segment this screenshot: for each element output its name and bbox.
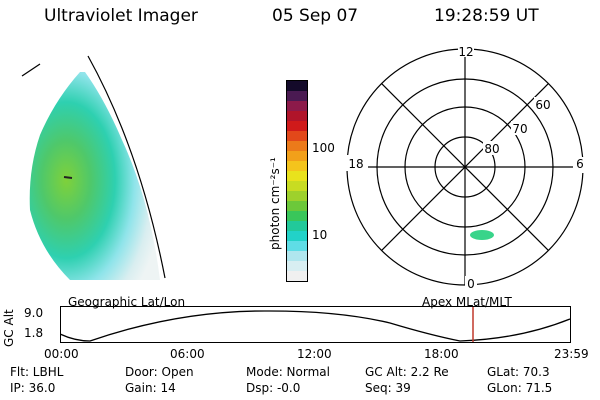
colorbar-segment [287,221,307,231]
glon-info: GLon: 71.5 [487,381,553,395]
polar-mlt-plot: 12 18 6 0 60 70 80 [344,45,587,291]
gc-alt-info: GC Alt: 2.2 Re [365,365,449,379]
orbit-altitude-curve [60,310,571,342]
orbit-xtick-1800: 18:00 [424,347,459,361]
center-mark [63,176,73,179]
orbit-xtick-2359: 23:59 [554,347,589,361]
colorbar-segment [287,231,307,241]
lat-label-80: 80 [484,142,499,156]
lat-label-70: 70 [512,122,527,136]
imager-title: Ultraviolet Imager [44,6,198,26]
ip-info: IP: 36.0 [10,381,56,395]
diag-line-2 [381,83,549,251]
gain-info: Gain: 14 [125,381,176,395]
orbit-xtick-0000: 00:00 [44,347,79,361]
colorbar-segment [287,101,307,111]
colorbar-unit-label: photon cm⁻²s⁻¹ [268,157,282,250]
mode-info: Mode: Normal [246,365,330,379]
colorbar [286,80,308,282]
orbit-altitude-plot [60,306,571,343]
colorbar-segment [287,241,307,251]
colorbar-segment [287,271,307,281]
colorbar-segment [287,91,307,101]
colorbar-segment [287,211,307,221]
flt-info: Flt: LBHL [10,365,64,379]
orbit-xtick-1200: 12:00 [297,347,332,361]
aurora-emission-blob [470,230,494,240]
orbit-right-label: Apex MLat/MLT [422,295,512,309]
orbit-ytick-max: 9.0 [24,306,44,320]
date-label: 05 Sep 07 [272,6,359,26]
auroral-disk [29,72,160,280]
colorbar-tick-100: 100 [312,141,335,155]
colorbar-segment [287,261,307,271]
mlt-label-18: 18 [348,157,363,171]
glat-info: GLat: 70.3 [487,365,550,379]
seq-info: Seq: 39 [365,381,411,395]
colorbar-segment [287,81,307,91]
colorbar-segment [287,161,307,171]
earth-limb-line [87,55,166,279]
orbit-plot-frame [60,306,571,343]
door-info: Door: Open [125,365,194,379]
colorbar-segment [287,251,307,261]
colorbar-segment [287,171,307,181]
limb-tick [21,63,41,77]
mlt-label-6: 6 [576,157,584,171]
time-label: 19:28:59 UT [434,6,539,26]
colorbar-tick-10: 10 [312,228,328,242]
orbit-left-label: Geographic Lat/Lon [68,295,186,309]
colorbar-segment [287,141,307,151]
orbit-axis-title: GC Alt [2,309,16,347]
orbit-xtick-0600: 06:00 [170,347,205,361]
mlt-label-0: 0 [467,277,475,291]
colorbar-segment [287,111,307,121]
auroral-image-panel [21,55,166,280]
colorbar-segment [287,201,307,211]
colorbar-segment [287,131,307,141]
colorbar-segment [287,181,307,191]
dsp-info: Dsp: -0.0 [246,381,301,395]
colorbar-segment [287,151,307,161]
lat-label-60: 60 [535,98,550,112]
colorbar-segment [287,121,307,131]
colorbar-segment [287,191,307,201]
orbit-ytick-min: 1.8 [24,326,44,340]
mlt-label-12: 12 [458,45,473,59]
